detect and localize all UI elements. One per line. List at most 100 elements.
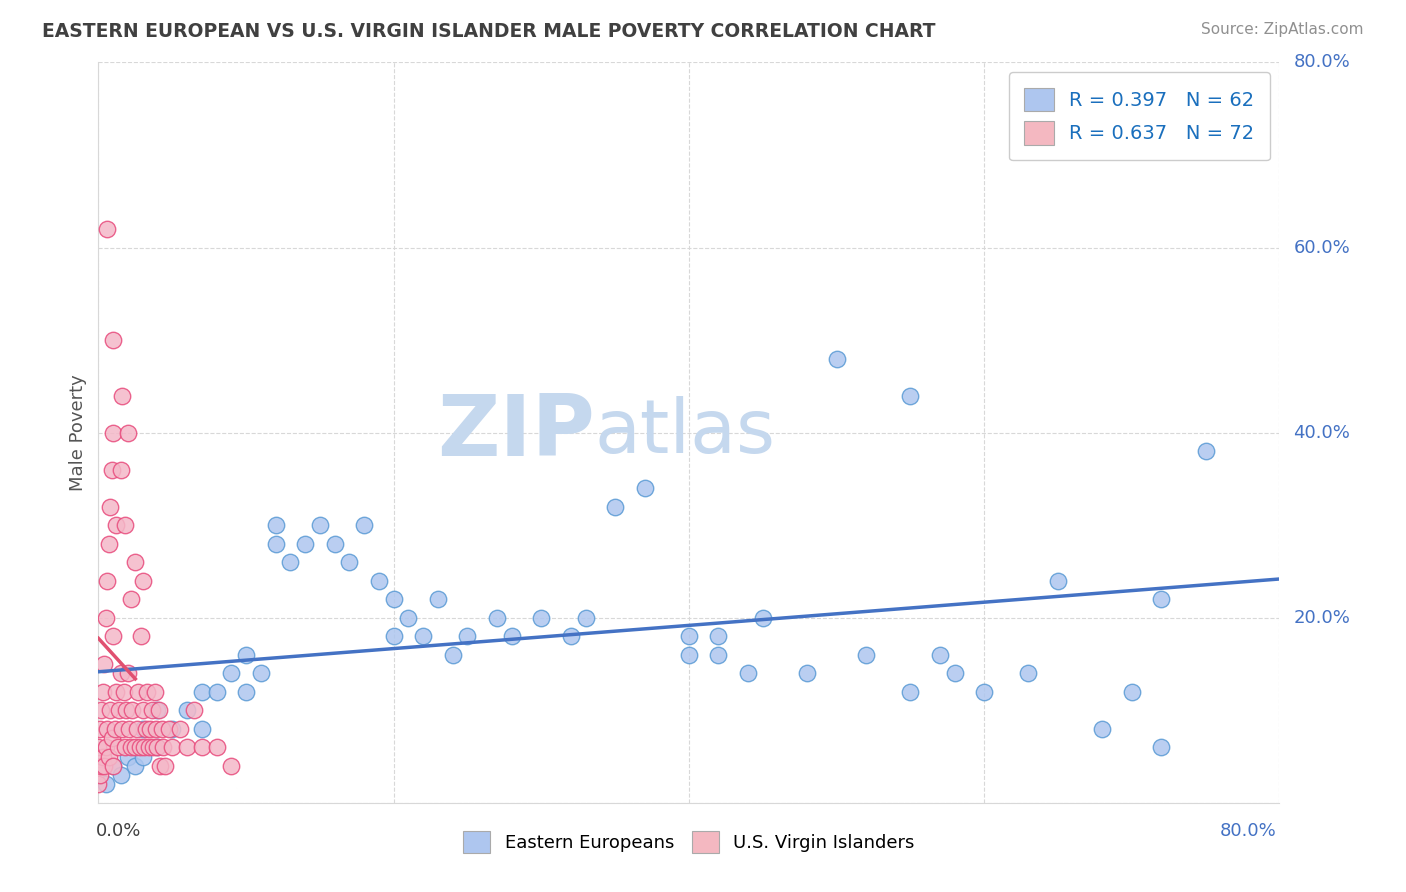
Point <box>737 666 759 681</box>
Point <box>105 685 128 699</box>
Point <box>97 536 120 550</box>
Point <box>141 703 163 717</box>
Point <box>89 722 111 736</box>
Point <box>111 388 134 402</box>
Point <box>678 629 700 643</box>
Point <box>530 610 553 624</box>
Point <box>1046 574 1070 588</box>
Point <box>1150 740 1173 755</box>
Point <box>128 740 150 755</box>
Point <box>235 685 257 699</box>
Point <box>136 685 159 699</box>
Point <box>112 685 135 699</box>
Point <box>382 629 405 643</box>
Point <box>264 518 287 533</box>
Point <box>1018 666 1040 681</box>
Point <box>605 500 627 514</box>
Point <box>339 555 361 569</box>
Point <box>114 518 136 533</box>
Point <box>103 629 125 643</box>
Point <box>108 703 131 717</box>
Point <box>96 722 118 736</box>
Point <box>486 610 509 624</box>
Point <box>96 222 118 236</box>
Point <box>943 666 966 681</box>
Text: 40.0%: 40.0% <box>1294 424 1350 442</box>
Point <box>115 703 138 717</box>
Point <box>90 703 112 717</box>
Point <box>121 703 143 717</box>
Point <box>103 333 125 347</box>
Point <box>89 768 111 782</box>
Point <box>205 740 228 755</box>
Point <box>929 648 952 662</box>
Point <box>117 749 139 764</box>
Point <box>97 749 120 764</box>
Point <box>96 574 118 588</box>
Point <box>162 722 183 736</box>
Point <box>501 629 523 643</box>
Point <box>129 629 152 643</box>
Point <box>1121 685 1143 699</box>
Point <box>90 758 112 772</box>
Point <box>98 703 121 717</box>
Point <box>105 518 128 533</box>
Point <box>221 666 243 681</box>
Point <box>900 388 922 402</box>
Point <box>294 536 316 550</box>
Point <box>91 749 114 764</box>
Point <box>412 629 434 643</box>
Text: 80.0%: 80.0% <box>1220 822 1277 839</box>
Text: 60.0%: 60.0% <box>1294 238 1350 257</box>
Point <box>575 610 598 624</box>
Point <box>146 740 169 755</box>
Point <box>398 610 420 624</box>
Point <box>87 740 110 755</box>
Text: atlas: atlas <box>595 396 776 469</box>
Point <box>100 462 122 476</box>
Point <box>796 666 818 681</box>
Point <box>678 648 700 662</box>
Point <box>145 722 167 736</box>
Point <box>752 610 775 624</box>
Point <box>441 648 464 662</box>
Text: 0.0%: 0.0% <box>96 822 141 839</box>
Point <box>118 722 141 736</box>
Y-axis label: Male Poverty: Male Poverty <box>69 375 87 491</box>
Point <box>127 685 149 699</box>
Point <box>132 574 155 588</box>
Point <box>707 629 730 643</box>
Point <box>139 722 162 736</box>
Text: Source: ZipAtlas.com: Source: ZipAtlas.com <box>1201 22 1364 37</box>
Point <box>368 574 391 588</box>
Point <box>176 703 198 717</box>
Point <box>264 536 287 550</box>
Point <box>124 740 146 755</box>
Point <box>221 758 243 772</box>
Point <box>1150 592 1173 607</box>
Text: EASTERN EUROPEAN VS U.S. VIRGIN ISLANDER MALE POVERTY CORRELATION CHART: EASTERN EUROPEAN VS U.S. VIRGIN ISLANDER… <box>42 22 935 41</box>
Point <box>94 777 117 791</box>
Point <box>107 740 129 755</box>
Point <box>280 555 302 569</box>
Point <box>900 685 922 699</box>
Point <box>93 758 115 772</box>
Point <box>114 740 136 755</box>
Point <box>98 500 121 514</box>
Point <box>191 722 214 736</box>
Legend: Eastern Europeans, U.S. Virgin Islanders: Eastern Europeans, U.S. Virgin Islanders <box>456 824 922 861</box>
Point <box>1195 444 1218 458</box>
Text: 80.0%: 80.0% <box>1294 54 1350 71</box>
Point <box>153 758 176 772</box>
Point <box>146 740 169 755</box>
Point <box>120 592 142 607</box>
Point <box>100 731 122 745</box>
Point <box>132 749 155 764</box>
Point <box>191 740 214 755</box>
Point <box>707 648 730 662</box>
Point <box>91 685 114 699</box>
Point <box>176 740 198 755</box>
Point <box>110 666 132 681</box>
Point <box>149 758 172 772</box>
Point <box>142 740 165 755</box>
